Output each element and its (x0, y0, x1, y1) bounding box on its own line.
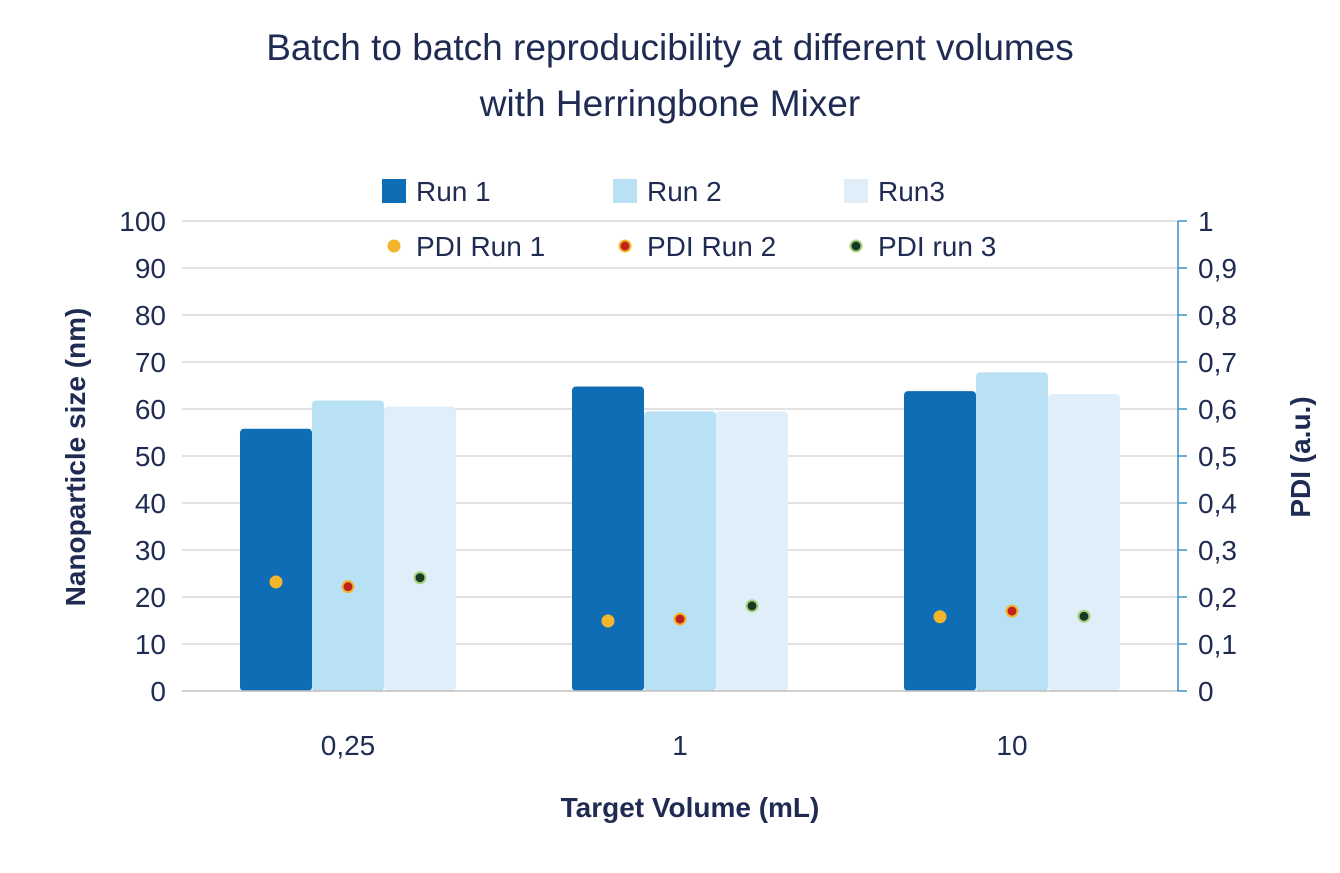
legend-marker (849, 239, 863, 253)
y2-axis-ticks: 0 0,1 0,2 0,3 0,4 0,5 0,6 0,7 0,8 0,9 1 (1178, 206, 1237, 707)
point-pdi-run-2-2 (1005, 604, 1019, 618)
point-pdi-run-2-1 (673, 612, 687, 626)
point-pdi-run-3-0 (413, 571, 427, 585)
y-tick-label: 70 (135, 347, 166, 378)
y-tick-label: 50 (135, 441, 166, 472)
point-pdi-run-2-0 (341, 580, 355, 594)
y-axis-title: Nanoparticle size (nm) (60, 308, 91, 607)
legend-label: PDI Run 1 (416, 231, 545, 262)
chart-title-line-1: Batch to batch reproducibility at differ… (266, 27, 1074, 68)
pdi-points (269, 571, 1091, 628)
y-tick-label: 40 (135, 488, 166, 519)
x-tick-label: 10 (996, 730, 1027, 761)
bar-run-1-0 (240, 428, 312, 691)
x-axis-ticks: 0,25 1 10 (321, 730, 1028, 761)
legend-label: Run3 (878, 176, 945, 207)
y2-tick-label: 0,3 (1198, 535, 1237, 566)
y2-axis-title: PDI (a.u.) (1285, 396, 1316, 517)
legend-swatch (844, 179, 868, 203)
point-pdi-run-1-2 (933, 610, 947, 624)
point-pdi-run-1-1 (601, 614, 615, 628)
y2-tick-label: 0,9 (1198, 253, 1237, 284)
legend-label: PDI run 3 (878, 231, 996, 262)
legend-item-run-1: Run 1 (382, 176, 491, 207)
y-tick-label: 100 (119, 206, 166, 237)
bar-run-2-1 (644, 411, 716, 691)
x-tick-label: 1 (672, 730, 688, 761)
legend-swatch (382, 179, 406, 203)
point-pdi-run-3-2 (1077, 609, 1091, 623)
legend-item-pdi-run-2: PDI Run 2 (618, 231, 776, 262)
legend-label: PDI Run 2 (647, 231, 776, 262)
y2-tick-label: 0,1 (1198, 629, 1237, 660)
bar-run3-1 (716, 411, 788, 691)
chart-title-line-2: with Herringbone Mixer (479, 83, 860, 124)
bar-run-1-2 (904, 391, 976, 691)
y-tick-label: 30 (135, 535, 166, 566)
y-tick-label: 60 (135, 394, 166, 425)
y-tick-label: 10 (135, 629, 166, 660)
legend-label: Run 1 (416, 176, 491, 207)
y-tick-label: 20 (135, 582, 166, 613)
x-tick-label: 0,25 (321, 730, 376, 761)
legend-item-pdi-run-1: PDI Run 1 (387, 231, 545, 262)
y-axis-ticks: 0 10 20 30 40 50 60 70 80 90 100 (119, 206, 166, 707)
legend-item-run-2: Run 2 (613, 176, 722, 207)
y2-tick-label: 0,2 (1198, 582, 1237, 613)
y2-tick-label: 0 (1198, 676, 1214, 707)
point-pdi-run-3-1 (745, 599, 759, 613)
y-tick-label: 90 (135, 253, 166, 284)
y2-tick-label: 0,7 (1198, 347, 1237, 378)
chart-title: Batch to batch reproducibility at differ… (266, 27, 1074, 124)
bar-run-2-0 (312, 400, 384, 691)
x-axis-title: Target Volume (mL) (561, 792, 820, 823)
y-tick-label: 80 (135, 300, 166, 331)
bar-run3-0 (384, 406, 456, 691)
y-tick-label: 0 (150, 676, 166, 707)
bars (240, 372, 1120, 691)
y2-tick-label: 0,8 (1198, 300, 1237, 331)
legend-label: Run 2 (647, 176, 722, 207)
y2-tick-label: 0,5 (1198, 441, 1237, 472)
point-pdi-run-1-0 (269, 575, 283, 589)
bar-run3-2 (1048, 393, 1120, 691)
legend-item-run3: Run3 (844, 176, 945, 207)
bar-run-1-1 (572, 386, 644, 691)
y2-tick-label: 0,4 (1198, 488, 1237, 519)
legend-marker (618, 239, 632, 253)
legend: Run 1 Run 2 Run3 PDI Run 1 PDI Run 2 PDI run … (382, 176, 996, 262)
y2-tick-label: 1 (1198, 206, 1214, 237)
legend-item-pdi-run-3: PDI run 3 (849, 231, 996, 262)
bar-run-2-2 (976, 372, 1048, 691)
legend-swatch (613, 179, 637, 203)
legend-marker (387, 239, 401, 253)
y2-tick-label: 0,6 (1198, 394, 1237, 425)
